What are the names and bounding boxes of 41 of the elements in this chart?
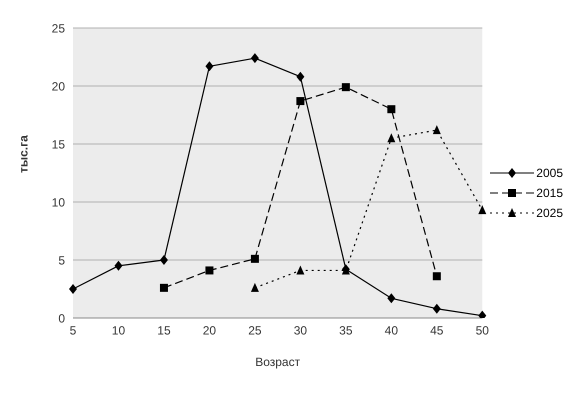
point — [205, 61, 214, 72]
y-tick-label: 25 — [52, 21, 66, 36]
point — [250, 53, 259, 64]
point — [387, 293, 396, 304]
y-tick-label: 15 — [52, 137, 66, 152]
x-tick-label: 50 — [476, 324, 490, 338]
point — [432, 125, 441, 134]
x-axis-title: Возраст — [255, 355, 301, 369]
point — [387, 133, 396, 142]
point — [296, 265, 304, 274]
point — [432, 304, 441, 314]
x-tick-label: 5 — [70, 324, 77, 338]
point — [478, 205, 486, 214]
point — [205, 266, 214, 274]
legend-label: 2015 — [536, 186, 563, 200]
legend-label: 2025 — [536, 206, 563, 220]
x-tick-label: 15 — [157, 324, 171, 338]
point — [387, 105, 396, 114]
x-tick-label: 10 — [112, 324, 126, 338]
x-tick-label: 30 — [294, 324, 308, 338]
x-tick-label: 45 — [430, 324, 444, 338]
y-tick-label: 5 — [58, 253, 66, 268]
y-tick-label: 20 — [52, 79, 66, 94]
point — [69, 284, 77, 294]
y-tick-label: 10 — [52, 195, 66, 210]
legend-label: 2005 — [536, 166, 563, 180]
point — [250, 282, 259, 292]
point — [250, 254, 259, 263]
y-tick-label: 0 — [58, 311, 66, 326]
point — [296, 72, 304, 82]
y-axis-title: тыс.га — [16, 134, 30, 173]
point — [160, 255, 168, 265]
point — [160, 284, 168, 292]
x-tick-label: 40 — [384, 324, 398, 338]
x-tick-label: 35 — [339, 324, 353, 338]
point — [342, 83, 350, 92]
point — [432, 272, 441, 280]
point — [296, 97, 304, 106]
point — [114, 260, 122, 271]
x-tick-label: 25 — [248, 324, 262, 338]
x-tick-label: 20 — [202, 324, 216, 338]
